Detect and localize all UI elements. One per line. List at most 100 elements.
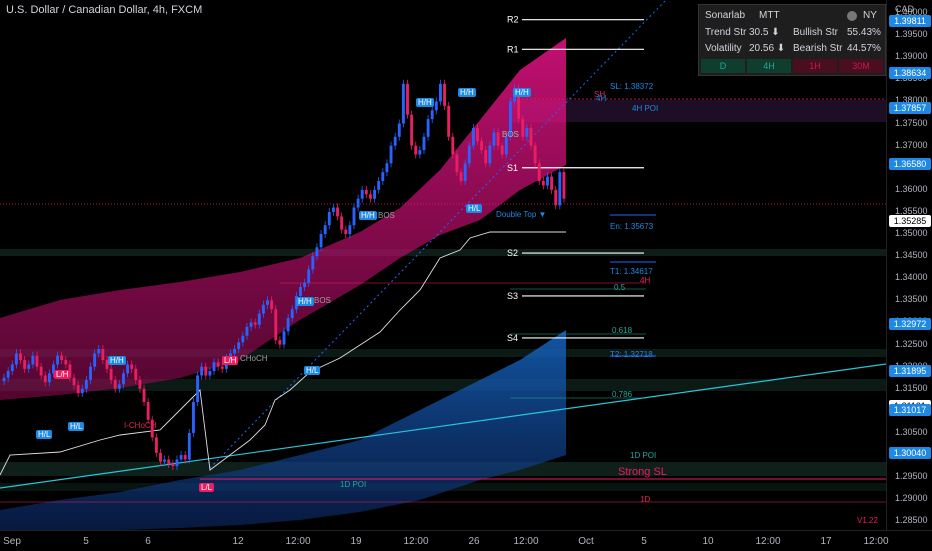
candle-body — [216, 362, 220, 367]
candle-body — [414, 145, 418, 155]
candle-body — [554, 189, 558, 206]
trend-line — [0, 363, 886, 489]
y-tick-label: 1.34000 — [895, 272, 928, 283]
candle-body — [266, 300, 269, 305]
candle-body — [377, 181, 381, 190]
y-tick-label: 1.39500 — [895, 29, 928, 40]
price-axis[interactable]: CAD 1.400001.395001.390001.385001.380001… — [886, 0, 932, 530]
trailing-stop-line — [0, 231, 566, 476]
chart-annotation: 1D POI — [340, 480, 367, 489]
candle-body — [175, 459, 179, 467]
chart-annotation: 4H — [596, 94, 607, 103]
chart-annotation: H/H — [296, 297, 314, 306]
pivot-label-s1: S1 — [507, 163, 518, 173]
candle-body — [245, 326, 249, 336]
candle-body — [504, 136, 508, 155]
y-tick-label: 1.35500 — [895, 205, 928, 216]
candle-body — [19, 353, 22, 361]
chart-annotation: L/H — [222, 356, 239, 365]
candle-body — [533, 145, 537, 164]
candle-body — [10, 364, 14, 372]
candle-body — [200, 366, 204, 376]
y-tick-label: 1.33500 — [895, 294, 928, 305]
chart-annotation: Double Top ▼ — [496, 210, 547, 219]
candle-body — [459, 172, 463, 182]
tf-30m[interactable]: 30M — [839, 59, 883, 73]
candle-body — [138, 379, 142, 389]
y-tick-label: 1.30500 — [895, 426, 928, 437]
candle-body — [93, 353, 97, 367]
x-tick-label: 12:00 — [863, 536, 889, 547]
y-tick-label: 1.35000 — [895, 228, 928, 239]
candle-body — [546, 176, 549, 186]
chart-annotation: H/L — [36, 430, 53, 439]
candle-body — [80, 388, 84, 394]
chart-annotation: V1.22 — [857, 516, 878, 525]
trend-label: Trend Str — [705, 27, 747, 38]
candle-body — [39, 366, 43, 376]
price-tag: 1.35285 — [889, 215, 931, 228]
candle-body — [344, 229, 348, 235]
candle-body — [191, 402, 195, 433]
candle-body — [352, 207, 356, 226]
price-tag: 1.37857 — [889, 101, 931, 114]
candle-body — [397, 123, 401, 137]
candle-body — [315, 247, 319, 257]
candle-body — [183, 455, 187, 460]
candle-body — [467, 145, 471, 164]
candle-body — [323, 225, 327, 235]
y-tick-label: 1.34500 — [895, 250, 928, 261]
candle-body — [327, 211, 331, 226]
chart-annotation: T2: 1.32718 — [610, 350, 653, 359]
bull-value: 55.43% — [847, 27, 881, 38]
pivot-label-s3: S3 — [507, 291, 518, 301]
candle-body — [541, 181, 545, 186]
candle-body — [508, 101, 512, 137]
bull-label: Bullish Str — [793, 27, 839, 38]
candle-body — [274, 309, 278, 341]
price-tag: 1.30040 — [889, 447, 931, 460]
candle-body — [117, 384, 121, 389]
chart-annotation: L/L — [199, 483, 215, 492]
candle-body — [290, 309, 294, 319]
currency-label: CAD — [895, 4, 915, 14]
candle-body — [31, 355, 35, 365]
x-tick-label: 6 — [145, 536, 151, 547]
candle-body — [463, 163, 467, 182]
price-chart[interactable]: R2 R1 S1 S2 S3 S4 — [0, 0, 886, 530]
y-tick-label: 1.29500 — [895, 471, 928, 482]
candle-body — [311, 256, 315, 270]
candle-body — [410, 114, 414, 146]
chart-annotation: 4H — [640, 276, 651, 285]
candle-body — [122, 373, 125, 385]
candle-body — [451, 136, 455, 155]
candle-body — [204, 366, 208, 376]
candle-body — [480, 141, 484, 151]
candle-body — [307, 269, 311, 283]
y-tick-label: 1.36000 — [895, 183, 928, 194]
candle-body — [496, 132, 500, 146]
chart-annotation: H/H — [458, 88, 476, 97]
price-tag: 1.32972 — [889, 317, 931, 330]
x-tick-label: 17 — [820, 536, 832, 547]
candle-body — [113, 379, 117, 389]
trend-value: 30.5 ⬇ — [749, 27, 780, 38]
tf-1h[interactable]: 1H — [793, 59, 837, 73]
tf-d[interactable]: D — [701, 59, 745, 73]
chart-annotation: 1D POI — [630, 451, 657, 460]
candle-body — [529, 127, 533, 146]
tf-4h[interactable]: 4H — [747, 59, 791, 73]
time-axis[interactable]: Sep 5 6 12 12:00 19 12:00 26 12:00 Oct 5 10 12:00 17 1… — [0, 530, 932, 551]
candle-body — [196, 375, 199, 403]
candle-body — [360, 189, 364, 199]
candle-body — [84, 379, 88, 389]
candle-body — [233, 348, 237, 354]
vol-label: Volatility — [705, 43, 742, 54]
candle-body — [319, 234, 323, 248]
chart-annotation: T1: 1.34617 — [610, 267, 653, 276]
candle-body — [562, 172, 566, 199]
candle-body — [282, 331, 286, 345]
candle-body — [212, 362, 216, 372]
candle-body — [109, 368, 113, 380]
candle-body — [373, 189, 377, 199]
